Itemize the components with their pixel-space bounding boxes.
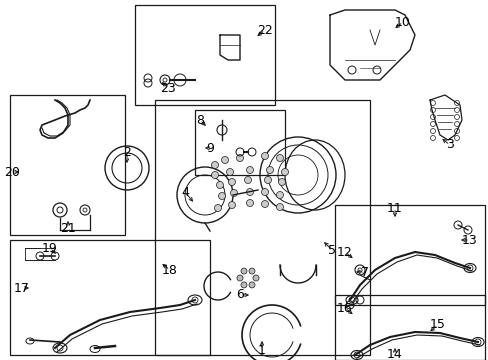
Circle shape (246, 189, 253, 195)
Text: 9: 9 (205, 141, 214, 154)
Bar (155, 100, 369, 355)
Circle shape (261, 189, 268, 195)
Circle shape (276, 192, 283, 198)
Circle shape (276, 154, 283, 162)
Bar (334, 205, 484, 305)
Text: 7: 7 (360, 266, 368, 279)
Circle shape (221, 157, 228, 163)
Circle shape (211, 171, 218, 179)
Text: 13: 13 (461, 234, 477, 247)
Circle shape (241, 268, 246, 274)
Circle shape (214, 204, 221, 211)
Text: 8: 8 (196, 113, 203, 126)
Text: 10: 10 (394, 15, 410, 28)
Circle shape (244, 176, 251, 184)
Circle shape (252, 275, 259, 281)
Circle shape (228, 202, 235, 208)
Text: 6: 6 (236, 288, 244, 302)
Circle shape (216, 181, 223, 189)
Text: 22: 22 (257, 23, 272, 36)
Text: 17: 17 (14, 282, 30, 294)
Text: 5: 5 (327, 243, 335, 256)
Circle shape (226, 168, 233, 175)
Text: 21: 21 (60, 221, 76, 234)
Circle shape (261, 153, 268, 159)
Bar (10, 95, 125, 235)
Circle shape (246, 166, 253, 174)
Bar (334, 295, 484, 360)
Text: 12: 12 (336, 246, 352, 258)
Circle shape (278, 179, 285, 185)
Circle shape (266, 166, 273, 174)
Circle shape (228, 179, 235, 185)
Text: 2: 2 (123, 145, 131, 158)
Circle shape (246, 199, 253, 207)
Circle shape (248, 268, 254, 274)
Text: 1: 1 (258, 343, 265, 356)
Text: 16: 16 (336, 302, 352, 315)
Text: 14: 14 (386, 348, 402, 360)
Circle shape (276, 203, 283, 211)
Circle shape (236, 154, 243, 162)
Bar (10, 240, 209, 355)
Circle shape (241, 282, 246, 288)
Text: 15: 15 (429, 319, 445, 332)
Bar (195, 110, 285, 175)
Text: 11: 11 (386, 202, 402, 215)
Text: 3: 3 (445, 139, 453, 152)
Text: 20: 20 (4, 166, 20, 179)
Text: 23: 23 (160, 81, 176, 94)
Circle shape (261, 201, 268, 207)
Circle shape (211, 162, 218, 168)
Bar (135, 5, 274, 105)
Circle shape (237, 275, 243, 281)
Text: 19: 19 (42, 242, 58, 255)
Circle shape (230, 189, 237, 197)
Circle shape (218, 193, 225, 199)
Text: 4: 4 (181, 185, 188, 198)
Circle shape (264, 176, 271, 184)
Circle shape (248, 282, 254, 288)
Circle shape (281, 168, 288, 175)
Text: 18: 18 (162, 264, 178, 276)
